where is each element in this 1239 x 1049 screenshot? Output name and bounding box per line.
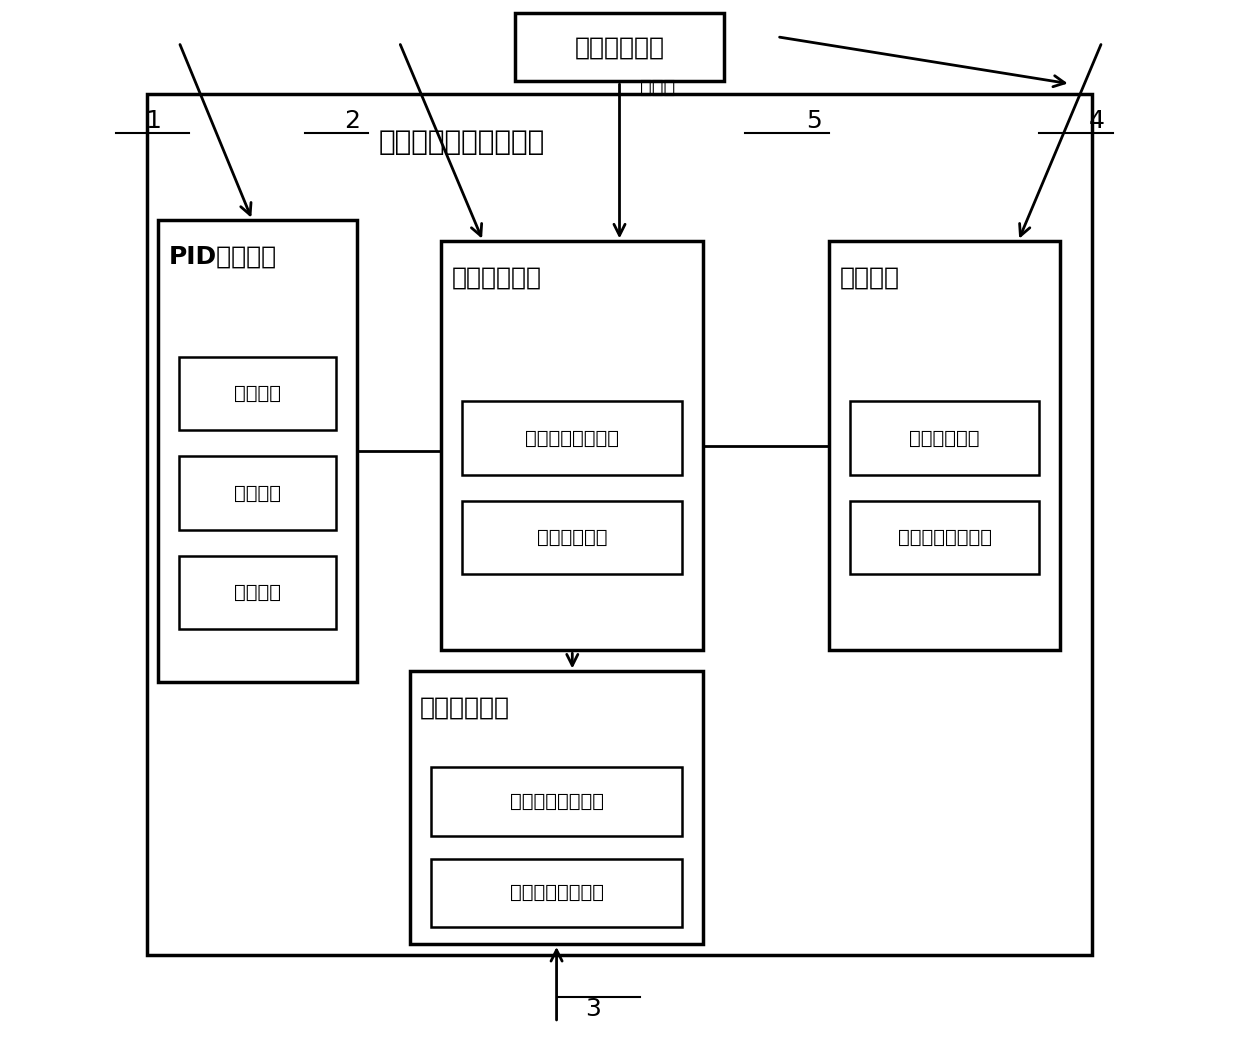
Text: 4: 4 [1089,109,1105,132]
Bar [147,94,1092,955]
Bar [178,556,336,629]
Bar [850,402,1040,474]
Text: 色比测温单元: 色比测温单元 [536,528,607,548]
Bar [514,13,725,82]
Bar [178,357,336,430]
Text: 升温速率报警单元: 升温速率报警单元 [898,528,991,548]
Text: 3: 3 [585,998,601,1021]
Text: 远程终端模块: 远程终端模块 [575,36,664,59]
Text: 5: 5 [805,109,821,132]
Text: 温度显示模块: 温度显示模块 [420,697,510,720]
Bar [462,501,683,575]
Text: 比例单元: 比例单元 [234,583,281,602]
Text: 报警模块: 报警模块 [840,266,900,290]
Bar [157,220,357,682]
Bar [431,768,683,835]
Bar [410,671,704,944]
Text: PID控制模块: PID控制模块 [169,245,276,269]
Text: 微分单元: 微分单元 [234,384,281,403]
Text: 积分单元: 积分单元 [234,484,281,502]
Text: 实时数据显示单元: 实时数据显示单元 [509,883,603,902]
Text: 1: 1 [145,109,161,132]
Text: 2: 2 [344,109,361,132]
Text: 超温报警单元: 超温报警单元 [909,428,980,448]
Bar [850,501,1040,575]
Text: 因特网: 因特网 [641,79,675,98]
Text: 实时数据采集单元: 实时数据采集单元 [525,428,620,448]
Text: 生产温度自动控制系统: 生产温度自动控制系统 [378,128,544,155]
Bar [178,456,336,530]
Text: 温度检测模块: 温度检测模块 [452,266,541,290]
Bar [431,858,683,927]
Bar [441,241,704,650]
Bar [462,402,683,474]
Text: 历史数据显示单元: 历史数据显示单元 [509,792,603,811]
Bar [829,241,1061,650]
